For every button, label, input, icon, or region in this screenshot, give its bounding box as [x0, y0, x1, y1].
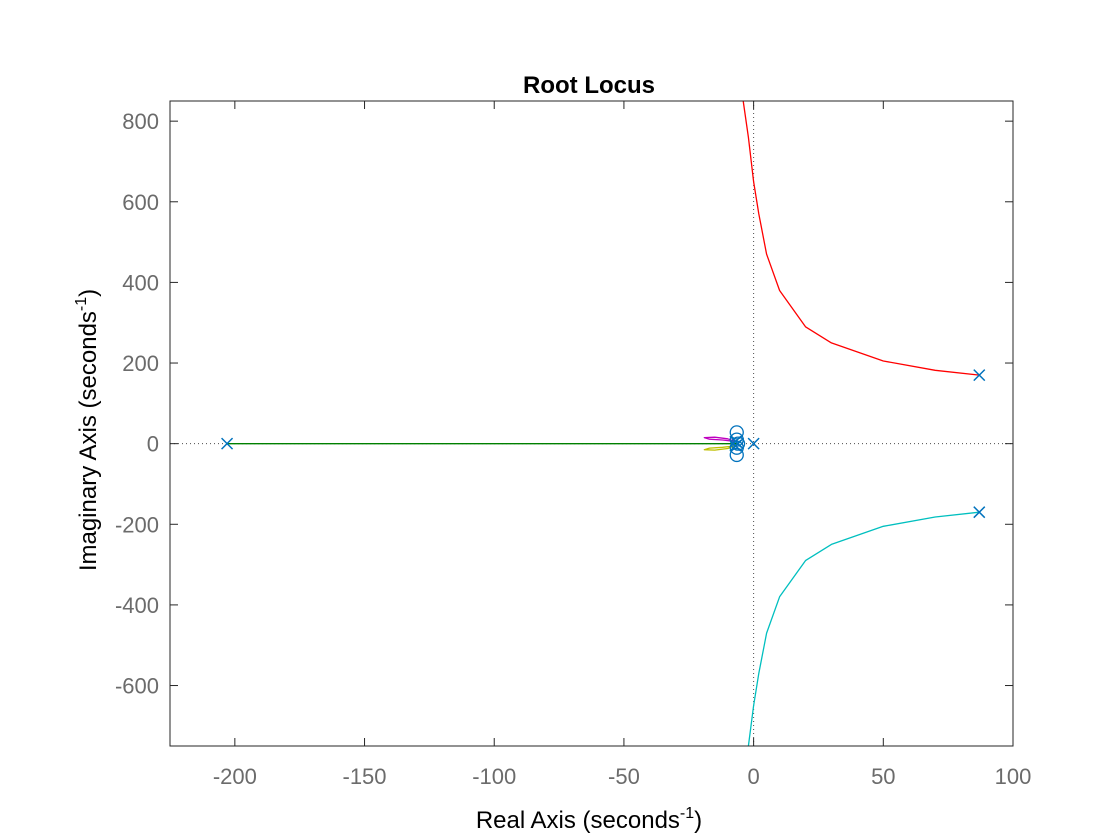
- x-axis-label: Real Axis (seconds-1): [476, 805, 702, 834]
- x-tick-label: 50: [871, 764, 895, 789]
- y-tick-label: 400: [122, 270, 159, 295]
- locus-branches: [227, 100, 980, 747]
- pole-zero-markers: [221, 369, 986, 519]
- x-axis-label-sup: -1: [680, 805, 694, 822]
- x-tick-label: -200: [213, 764, 257, 789]
- y-tick-label: -200: [115, 512, 159, 537]
- y-tick-label: 200: [122, 351, 159, 376]
- y-axis-label-close: ): [75, 289, 102, 297]
- y-tick-label: 600: [122, 190, 159, 215]
- x-axis-label-close: ): [694, 807, 702, 834]
- locus-branch-1: [742, 100, 980, 376]
- pole-marker-1: [221, 437, 234, 450]
- x-tick-label: -50: [608, 764, 640, 789]
- y-axis-label: Imaginary Axis (seconds-1): [73, 289, 102, 571]
- axis-ticks: -200 -150 -100 -50 0 50 100 -600 -400 -200 0 200 400…: [115, 101, 1031, 789]
- chart-title: Root Locus: [523, 72, 655, 99]
- x-tick-label: 0: [747, 764, 759, 789]
- y-tick-label: -600: [115, 674, 159, 699]
- zero-marker-5: [730, 436, 746, 451]
- plot-area: [170, 101, 1013, 746]
- locus-branch-2: [747, 511, 980, 747]
- y-axis-label-sup: -1: [73, 297, 90, 311]
- pole-marker-3: [973, 506, 986, 519]
- locus-branch-4: [703, 436, 736, 443]
- y-tick-label: 0: [147, 432, 159, 457]
- x-tick-label: 100: [995, 764, 1032, 789]
- x-axis-label-main: Real Axis (seconds: [476, 807, 680, 834]
- pole-marker-4: [747, 437, 760, 450]
- x-tick-label: -150: [343, 764, 387, 789]
- x-tick-label: -100: [472, 764, 516, 789]
- y-tick-label: 800: [122, 109, 159, 134]
- locus-branch-5: [703, 445, 736, 451]
- pole-marker-2: [973, 369, 986, 382]
- zero-marker-1: [729, 425, 744, 440]
- y-tick-label: -400: [115, 593, 159, 618]
- zero-marker-2: [729, 447, 744, 463]
- plot-frame: [169, 100, 1014, 747]
- y-axis-label-main: Imaginary Axis (seconds: [75, 311, 102, 571]
